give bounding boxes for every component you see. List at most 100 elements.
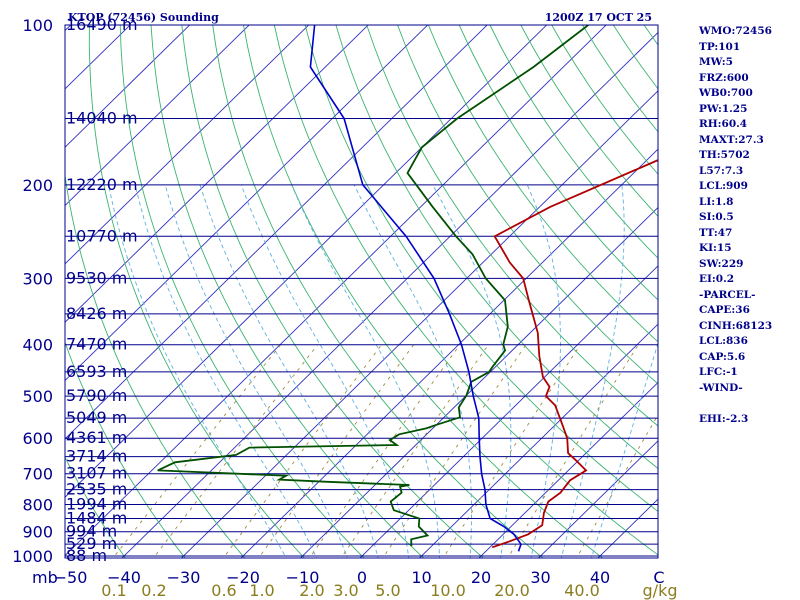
index-item: -WIND- xyxy=(699,381,743,394)
moist-adiabat-line xyxy=(108,184,287,558)
isotherm-line xyxy=(240,148,658,558)
moist-adiabat-line xyxy=(199,184,379,558)
isotherm-line xyxy=(65,25,250,207)
moist-adiabat-line xyxy=(590,341,658,558)
isotherm-line xyxy=(65,25,429,382)
sounding-time: 1200Z 17 OCT 25 xyxy=(545,11,652,24)
isotherm-line xyxy=(65,25,548,498)
dry-adiabat-line xyxy=(427,25,658,343)
index-item: FRZ:600 xyxy=(699,71,749,84)
dry-adiabat-line xyxy=(65,341,186,558)
moist-adiabat-line xyxy=(134,184,318,558)
index-item: L57:7.3 xyxy=(699,164,744,177)
height-label: 9530 m xyxy=(66,268,127,287)
mixing-ratio-line xyxy=(576,414,658,558)
mixing-ratio-tick-label: 40.0 xyxy=(564,581,600,600)
isotherm-line xyxy=(65,25,191,148)
mixing-ratio-tick-label: 2.0 xyxy=(299,581,324,600)
index-item: EHI:-2.3 xyxy=(699,412,749,425)
isotherm-line xyxy=(65,25,369,323)
height-label: 16490 m xyxy=(66,15,138,34)
isotherm-line xyxy=(65,25,310,265)
pressure-tick-label: 1000 xyxy=(12,547,53,566)
index-item: EI:0.2 xyxy=(699,273,735,285)
isotherm-line xyxy=(65,25,488,440)
dry-adiabat-line xyxy=(397,25,658,385)
mixing-ratio-line xyxy=(309,344,461,558)
pressure-tick-label: 100 xyxy=(22,16,53,35)
mixing-ratio-tick-label: 0.6 xyxy=(211,581,236,600)
dry-adiabat-line xyxy=(304,25,658,512)
mixing-ratio-tick-label: 10.0 xyxy=(430,581,466,600)
isotherm-line xyxy=(478,381,658,558)
mixing-ratio-tick-label: 5.0 xyxy=(375,581,400,600)
height-label: 12220 m xyxy=(66,175,138,194)
pressure-tick-label: 500 xyxy=(22,387,53,406)
temperature-tick-label: 0 xyxy=(357,568,367,587)
isotherm-line xyxy=(299,206,658,558)
dry-adiabat-line xyxy=(212,25,544,558)
height-label: 8426 m xyxy=(66,304,127,323)
index-item: SI:0.5 xyxy=(699,211,734,223)
dry-adiabat-line xyxy=(150,25,425,558)
height-label: 994 m xyxy=(66,522,117,541)
isotherm-line xyxy=(121,31,658,558)
height-label: 5790 m xyxy=(66,386,127,405)
index-item: WMO:72456 xyxy=(699,25,772,37)
dry-adiabat-line xyxy=(119,25,365,558)
index-item xyxy=(699,396,772,412)
dry-adiabat-line xyxy=(65,456,126,558)
height-label: 529 m xyxy=(66,534,117,553)
index-item: LCL:836 xyxy=(699,335,748,347)
index-item: SW:229 xyxy=(699,257,744,270)
dry-adiabat-line xyxy=(489,25,658,259)
moist-adiabat-line xyxy=(353,184,472,558)
height-label: 1484 m xyxy=(66,509,127,528)
index-item: LI:1.8 xyxy=(699,195,734,208)
pressure-tick-label: 800 xyxy=(22,496,53,515)
index-item: LFC:-1 xyxy=(699,366,738,378)
pressure-tick-label: 600 xyxy=(22,429,53,448)
y-axis-unit: mb xyxy=(32,568,58,587)
dry-adiabat-line xyxy=(335,25,658,470)
x-axis-unit: C xyxy=(653,568,664,587)
dewpoint-trace xyxy=(157,25,589,547)
pressure-tick-label: 300 xyxy=(22,269,53,288)
mixing-ratio-line xyxy=(340,344,489,558)
index-item: KI:15 xyxy=(699,242,732,254)
temperature-tick-label: −10 xyxy=(286,568,320,587)
temperature-tick-label: −30 xyxy=(167,568,201,587)
dry-adiabat-line xyxy=(181,25,484,558)
height-label: 6593 m xyxy=(66,362,127,381)
temperature-tick-label: 10 xyxy=(411,568,431,587)
height-label: 3714 m xyxy=(66,447,127,466)
pressure-tick-label: 400 xyxy=(22,336,53,355)
moist-adiabat-line xyxy=(291,184,440,558)
mixing-ratio-line xyxy=(382,344,527,558)
index-item: WB0:700 xyxy=(699,87,753,99)
index-item: MW:5 xyxy=(699,56,733,68)
mixing-ratio-tick-label: 1.0 xyxy=(249,581,274,600)
index-item: TT:47 xyxy=(699,226,733,239)
height-label: 1994 m xyxy=(66,495,127,514)
isotherm-line xyxy=(65,25,607,557)
height-label: 88 m xyxy=(66,546,107,565)
height-label: 4361 m xyxy=(66,428,127,447)
temperature-tick-label: −50 xyxy=(54,568,88,587)
mixing-ratio-unit: g/kg xyxy=(643,581,678,600)
mixing-ratio-tick-label: 0.2 xyxy=(141,581,166,600)
dry-adiabat-line xyxy=(88,25,305,558)
indices-panel: WMO:72456 TP:101 MW:5 FRZ:600 WB0:700 PW:1.25… xyxy=(699,24,772,427)
dry-adiabat-line xyxy=(458,25,658,301)
index-item: LCL:909 xyxy=(699,180,748,192)
height-label: 5049 m xyxy=(66,408,127,427)
temperature-tick-label: 40 xyxy=(590,568,610,587)
pressure-tick-label: 700 xyxy=(22,465,53,484)
temperature-tick-label: 30 xyxy=(530,568,550,587)
mixing-ratio-line xyxy=(152,344,319,558)
dry-adiabat-line xyxy=(243,25,604,558)
pressure-tick-label: 200 xyxy=(22,176,53,195)
station-title: KTOP (72456) Sounding xyxy=(68,11,219,24)
mixing-ratio-tick-label: 20.0 xyxy=(494,581,530,600)
